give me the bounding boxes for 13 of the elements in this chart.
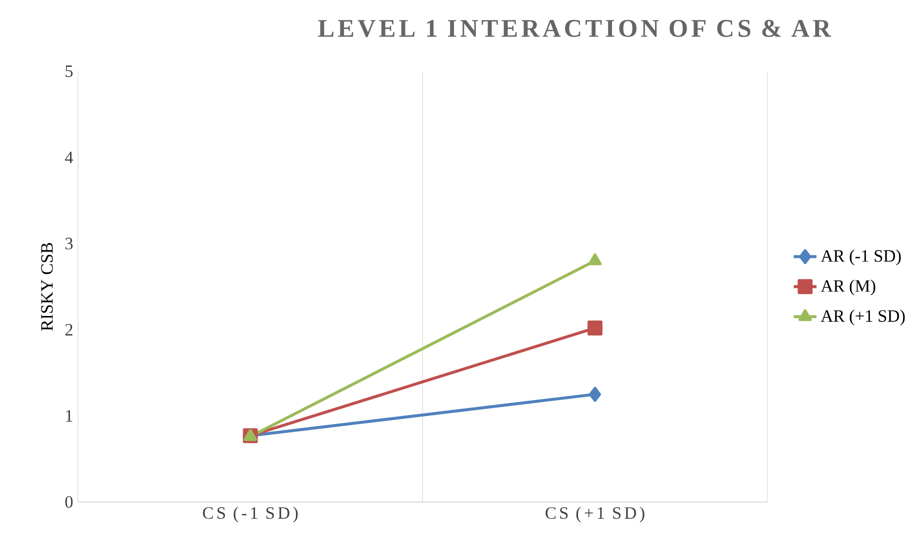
chart-title: LEVEL 1 INTERACTION OF CS & AR (318, 20, 832, 38)
y-tick-label: 0 (65, 496, 73, 508)
y-tick-label: 1 (66, 410, 72, 422)
y-tick-label: 4 (64, 152, 74, 164)
y-tick-label: 3 (65, 238, 73, 250)
y-tick-label: 5 (66, 66, 73, 78)
x-tick-label: CS (+1 SD) (546, 506, 644, 522)
y-tick-label: 2 (65, 324, 72, 336)
y-axis-title: RISKY CSB (41, 242, 53, 331)
legend-label: AR (-1 SD) (820, 250, 901, 266)
legend-label: AR (M) (820, 280, 876, 296)
legend-label: AR (+1 SD) (820, 310, 905, 326)
x-tick-label: CS (-1 SD) (202, 506, 298, 522)
